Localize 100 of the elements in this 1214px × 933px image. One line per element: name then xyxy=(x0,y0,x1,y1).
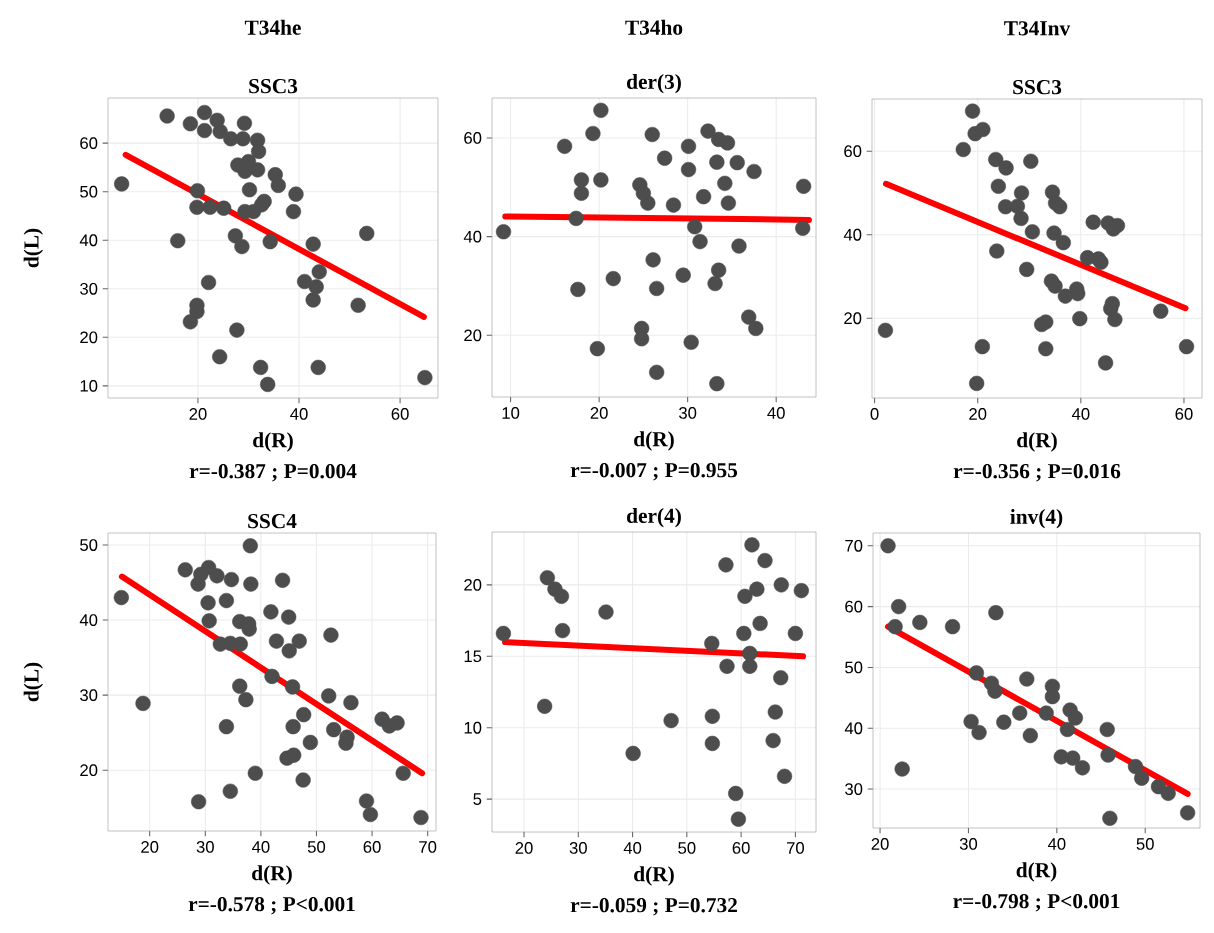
y-axis-title: d(L) xyxy=(23,662,43,702)
point xyxy=(250,143,267,160)
point xyxy=(700,123,716,139)
point xyxy=(707,275,723,292)
point xyxy=(711,262,727,278)
point xyxy=(326,722,342,738)
x-tick-label: 50 xyxy=(1136,838,1154,850)
point xyxy=(358,793,375,809)
point xyxy=(1059,721,1076,738)
point xyxy=(730,811,747,827)
text: r=-0.798 ; P<0.001 xyxy=(953,893,1120,912)
point xyxy=(417,370,433,386)
x-tick-label: 30 xyxy=(196,841,214,853)
point xyxy=(683,334,699,350)
x-tick-label: 40 xyxy=(623,842,642,854)
point xyxy=(413,809,429,826)
point xyxy=(968,665,985,681)
y-tick-label: 20 xyxy=(464,329,482,342)
point xyxy=(209,568,225,584)
point xyxy=(880,538,896,554)
x-tick-label: 40 xyxy=(1047,838,1066,850)
point xyxy=(262,234,278,250)
point xyxy=(170,233,186,249)
point xyxy=(704,635,720,652)
point xyxy=(573,172,590,188)
x-tick-label: 50 xyxy=(678,842,696,854)
chart-subtitle: SSC3 xyxy=(249,78,298,94)
point xyxy=(1100,747,1116,763)
point xyxy=(742,658,758,674)
point xyxy=(749,581,765,597)
chart-title: der(4) xyxy=(627,507,681,528)
point xyxy=(649,364,665,380)
point xyxy=(216,200,232,216)
point xyxy=(247,765,263,781)
point xyxy=(1022,727,1038,744)
point xyxy=(593,172,609,188)
point xyxy=(235,131,251,147)
point xyxy=(996,714,1012,730)
point xyxy=(744,537,760,553)
point xyxy=(554,622,571,639)
point xyxy=(234,238,250,255)
y-tick-label: 30 xyxy=(80,689,98,702)
point xyxy=(343,695,359,711)
point xyxy=(495,625,512,642)
x-tick-label: 20 xyxy=(515,842,533,854)
point xyxy=(748,320,764,337)
point xyxy=(719,658,735,674)
point xyxy=(625,745,641,762)
y-tick-label: 40 xyxy=(463,230,482,243)
point xyxy=(1160,785,1176,801)
point xyxy=(585,125,601,142)
point xyxy=(1009,198,1026,214)
point xyxy=(253,359,269,376)
point xyxy=(323,627,339,643)
point xyxy=(634,331,650,347)
x-tick-label: 60 xyxy=(391,408,409,420)
point xyxy=(310,359,326,376)
x-tick-label: 60 xyxy=(363,841,381,853)
point xyxy=(159,108,175,124)
point xyxy=(645,252,661,268)
point xyxy=(1046,225,1062,241)
point xyxy=(692,233,708,250)
point xyxy=(793,582,809,599)
point xyxy=(988,151,1004,168)
point xyxy=(719,135,736,151)
point xyxy=(177,562,193,578)
y-tick-label: 40 xyxy=(79,234,98,247)
point xyxy=(742,645,758,662)
y-tick-label: 30 xyxy=(845,783,863,795)
point xyxy=(305,236,321,252)
point xyxy=(223,571,240,588)
point xyxy=(189,183,206,199)
point xyxy=(241,182,258,198)
point xyxy=(212,349,228,365)
y-tick-label: 20 xyxy=(80,331,98,344)
point xyxy=(264,668,280,684)
point xyxy=(737,588,753,604)
point xyxy=(944,619,961,635)
point xyxy=(1019,671,1035,687)
chart-title: T34Inv xyxy=(1004,21,1071,36)
point xyxy=(593,102,609,118)
point xyxy=(728,785,744,802)
x-tick-label: 40 xyxy=(1071,408,1090,420)
point xyxy=(605,270,621,287)
point xyxy=(296,273,313,290)
point xyxy=(1067,710,1083,726)
point xyxy=(189,199,205,215)
point xyxy=(644,126,660,143)
point xyxy=(1099,721,1115,738)
point xyxy=(969,375,985,391)
point xyxy=(274,572,291,588)
point xyxy=(767,704,783,720)
y-tick-label: 50 xyxy=(80,185,98,198)
point xyxy=(568,210,584,226)
x-tick-label: 70 xyxy=(419,841,437,853)
point xyxy=(765,732,781,749)
point xyxy=(741,309,757,325)
text: r=-0.356 ; P=0.016 xyxy=(953,463,1121,482)
point xyxy=(912,614,928,631)
point xyxy=(1019,261,1035,277)
